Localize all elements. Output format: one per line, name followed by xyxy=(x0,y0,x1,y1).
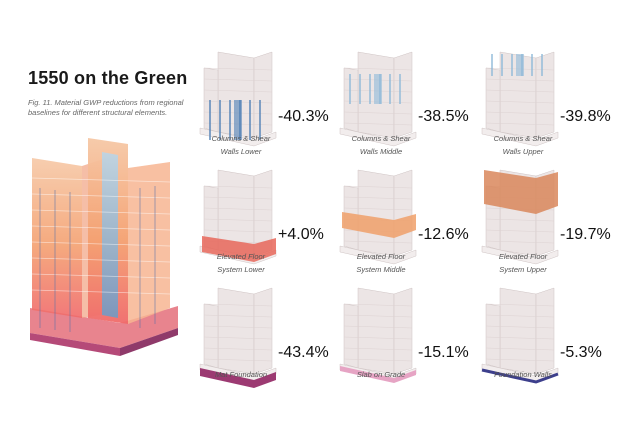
hero-core xyxy=(102,152,118,318)
highlighted-element xyxy=(209,100,261,140)
element-label-line-1: Elevated Floor xyxy=(216,252,266,261)
panel-slab: -15.1% Slab on Grade xyxy=(336,276,476,396)
building-thumbnail xyxy=(339,51,417,147)
element-label-line-2: System Upper xyxy=(499,265,547,274)
element-label: Elevated Floor System Lower xyxy=(196,250,286,276)
building-thumbnail xyxy=(481,287,559,384)
panel-cw_upper: -39.8% Columns & Shear Walls Upper xyxy=(478,40,618,160)
building-thumbnail xyxy=(339,169,417,265)
ghost-building xyxy=(481,51,559,147)
building-thumbnail xyxy=(199,287,277,388)
panel-cw_middle: -38.5% Columns & Shear Walls Middle xyxy=(336,40,476,160)
reduction-value: -19.7% xyxy=(560,226,611,243)
panel-ef_lower: +4.0% Elevated Floor System Lower xyxy=(196,158,336,278)
element-label-line-2: Walls Middle xyxy=(359,147,403,156)
element-label-line-2: Walls Upper xyxy=(502,147,544,156)
hero-podium xyxy=(30,306,178,348)
element-label: Columns & Shear Walls Upper xyxy=(478,132,568,158)
reduction-value: +4.0% xyxy=(278,226,324,243)
element-label: Slab on Grade xyxy=(336,368,426,381)
ghost-building xyxy=(199,51,277,147)
element-label-line-2: System Lower xyxy=(217,265,265,274)
element-label-line-1: Elevated Floor xyxy=(356,252,406,261)
panel-cw_lower: -40.3% Columns & Shear Walls Lower xyxy=(196,40,336,160)
reduction-value: -12.6% xyxy=(418,226,469,243)
hero-left-tower xyxy=(32,158,82,318)
element-label-line-1: Columns & Shear xyxy=(493,134,553,143)
building-thumbnail xyxy=(339,287,417,383)
element-label: Mat Foundation xyxy=(196,368,286,381)
element-label-line-1: Slab on Grade xyxy=(356,370,406,379)
building-thumbnail xyxy=(199,51,277,147)
element-label-line-1: Mat Foundation xyxy=(214,370,268,379)
reduction-value: -38.5% xyxy=(418,108,469,125)
element-label: Foundation Walls xyxy=(478,368,568,381)
highlighted-element xyxy=(481,368,559,384)
highlighted-element xyxy=(491,54,543,76)
reduction-value: -40.3% xyxy=(278,108,329,125)
element-label: Columns & Shear Walls Lower xyxy=(196,132,286,158)
element-label-line-1: Columns & Shear xyxy=(211,134,271,143)
element-label-line-2: Walls Lower xyxy=(220,147,262,156)
element-label-line-1: Elevated Floor xyxy=(498,252,548,261)
element-label: Elevated Floor System Middle xyxy=(336,250,426,276)
reduction-value: -15.1% xyxy=(418,344,469,361)
panel-mat: -43.4% Mat Foundation xyxy=(196,276,336,396)
reduction-value: -39.8% xyxy=(560,108,611,125)
highlighted-element xyxy=(340,366,416,383)
element-label-line-1: Foundation Walls xyxy=(494,370,552,379)
ghost-building xyxy=(199,287,277,383)
element-label: Columns & Shear Walls Middle xyxy=(336,132,426,158)
panel-ef_upper: -19.7% Elevated Floor System Upper xyxy=(478,158,618,278)
panel-fwalls: -5.3% Foundation Walls xyxy=(478,276,618,396)
element-label: Elevated Floor System Upper xyxy=(478,250,568,276)
ghost-building xyxy=(339,287,417,383)
page-title: 1550 on the Green xyxy=(28,68,188,88)
highlighted-element xyxy=(484,170,558,214)
highlighted-element xyxy=(349,74,401,104)
reduction-value: -5.3% xyxy=(560,344,602,361)
hero-building-diagram xyxy=(30,138,178,356)
ghost-building xyxy=(481,287,559,383)
highlighted-element xyxy=(202,236,276,262)
highlighted-element xyxy=(342,212,416,238)
element-label-line-1: Columns & Shear xyxy=(351,134,411,143)
panel-ef_middle: -12.6% Elevated Floor System Middle xyxy=(336,158,476,278)
element-label-line-2: System Middle xyxy=(356,265,406,274)
reduction-value: -43.4% xyxy=(278,344,329,361)
building-thumbnail xyxy=(481,169,559,265)
building-thumbnail xyxy=(199,169,277,265)
figure-caption: Fig. 11. Material GWP reductions from re… xyxy=(28,98,184,117)
hero-right-wing xyxy=(128,162,170,324)
building-thumbnail xyxy=(481,51,559,147)
highlighted-element xyxy=(200,368,276,388)
